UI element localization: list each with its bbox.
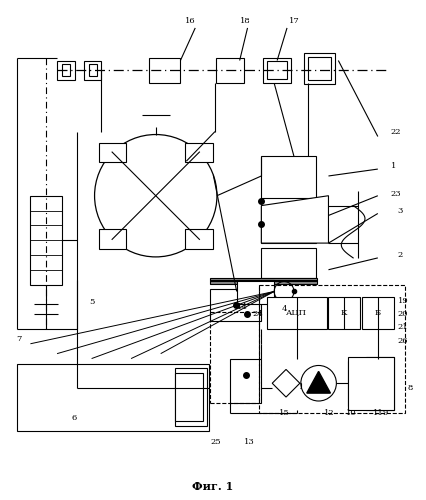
Bar [259, 284, 406, 413]
Bar [83, 60, 101, 80]
Bar [99, 229, 126, 249]
Text: 1: 1 [391, 162, 396, 170]
Bar [89, 64, 97, 76]
Bar [62, 64, 70, 76]
Text: 18: 18 [240, 17, 250, 25]
Bar [262, 206, 316, 243]
Bar [362, 298, 394, 329]
Bar [99, 142, 126, 163]
Bar [308, 56, 331, 80]
Bar [348, 360, 366, 406]
Bar [17, 364, 209, 430]
Bar [210, 290, 262, 321]
Bar [237, 280, 274, 304]
Text: 24: 24 [253, 310, 263, 318]
Bar [230, 358, 262, 403]
Text: 15: 15 [279, 409, 290, 417]
Text: 14: 14 [237, 303, 248, 311]
Bar [176, 374, 203, 420]
Text: Б: Б [375, 309, 381, 317]
Text: 17: 17 [289, 17, 300, 25]
Text: 16: 16 [185, 17, 196, 25]
Text: 2: 2 [397, 251, 403, 259]
Text: Фиг. 1: Фиг. 1 [193, 482, 233, 492]
Bar [328, 298, 360, 329]
Polygon shape [272, 370, 300, 397]
Polygon shape [262, 196, 328, 243]
Bar [30, 196, 62, 284]
Text: К: К [341, 309, 348, 317]
Text: 6: 6 [72, 414, 77, 422]
Text: 10: 10 [346, 409, 357, 417]
Bar [263, 58, 291, 83]
Bar [185, 229, 213, 249]
Text: 12: 12 [323, 409, 334, 417]
Bar [216, 58, 244, 83]
Bar [366, 356, 394, 410]
Bar [267, 298, 326, 329]
Text: 25: 25 [210, 438, 221, 446]
Bar [262, 248, 316, 278]
Bar [262, 156, 316, 198]
Bar [176, 368, 207, 426]
Text: 7: 7 [17, 335, 22, 343]
Bar [185, 142, 213, 163]
Text: 3: 3 [397, 206, 403, 214]
Polygon shape [210, 278, 317, 283]
Bar [57, 60, 75, 80]
Text: 11: 11 [373, 409, 384, 417]
Polygon shape [307, 372, 331, 393]
Text: 9: 9 [383, 409, 388, 417]
Bar [304, 52, 335, 84]
Text: 26: 26 [397, 337, 408, 345]
Bar [348, 356, 394, 410]
Text: АЦП: АЦП [286, 309, 308, 317]
Text: 19: 19 [397, 298, 408, 306]
Bar [149, 58, 181, 83]
Text: 4: 4 [282, 305, 288, 313]
Text: 8: 8 [407, 384, 413, 392]
Text: 5: 5 [89, 298, 95, 306]
Text: 22: 22 [391, 128, 401, 136]
Text: 23: 23 [391, 190, 401, 198]
Text: 20: 20 [397, 310, 408, 318]
Text: 21: 21 [397, 323, 408, 331]
Bar [267, 62, 287, 80]
Text: 13: 13 [244, 438, 254, 446]
